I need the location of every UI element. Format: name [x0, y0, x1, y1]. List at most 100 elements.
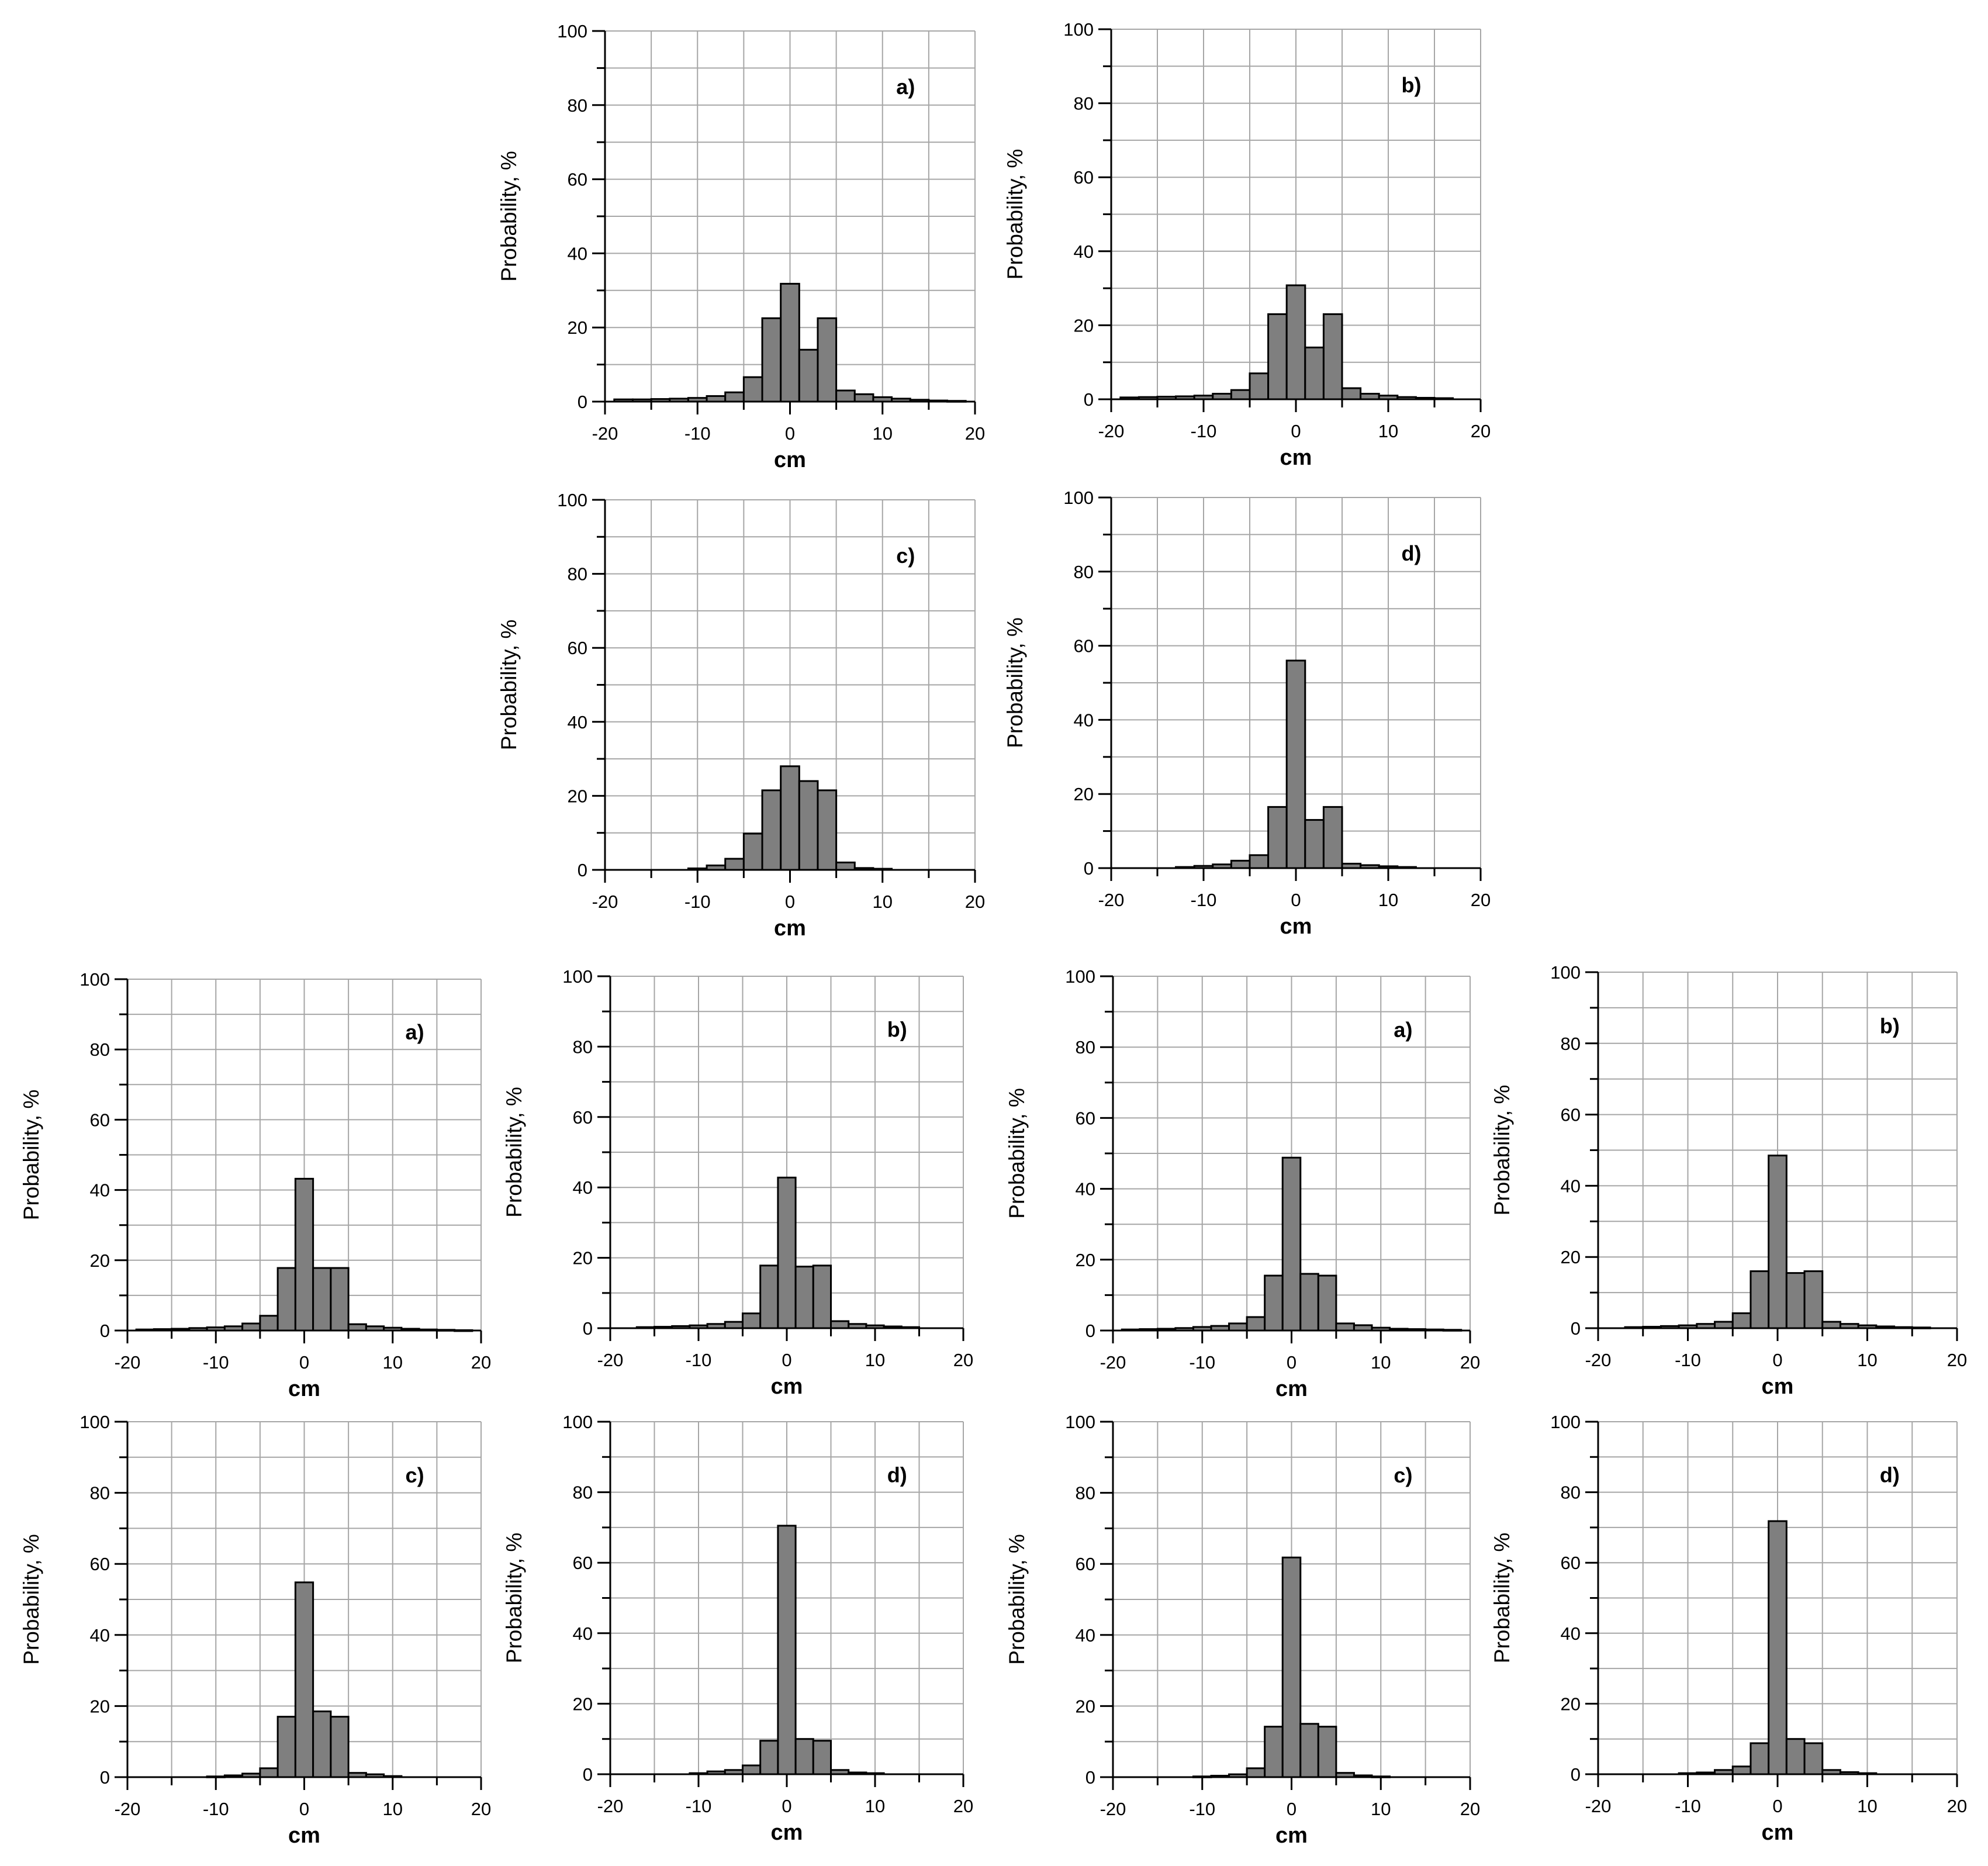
- histogram-bar: [1299, 1723, 1319, 1778]
- y-tick-label: 20: [573, 1248, 593, 1269]
- x-axis-title: cm: [771, 1820, 803, 1845]
- y-tick-label: 100: [1065, 966, 1095, 987]
- x-tick-label: -20: [1100, 1799, 1126, 1819]
- x-tick-label: 10: [383, 1799, 403, 1819]
- y-axis-title: Probability, %: [1003, 617, 1027, 748]
- y-axis-title: Probability, %: [1005, 1534, 1029, 1664]
- histogram-bar: [1317, 1726, 1337, 1778]
- histogram-bar: [835, 861, 856, 871]
- y-tick-label: 80: [568, 95, 587, 116]
- histogram-bar: [1750, 1270, 1770, 1329]
- x-tick-label: 20: [1471, 421, 1491, 441]
- x-tick-label: 10: [865, 1350, 885, 1370]
- histogram-bar: [1267, 806, 1288, 869]
- x-axis-title: cm: [288, 1823, 320, 1848]
- y-tick-label: 100: [79, 969, 110, 990]
- histogram-bar: [1750, 1742, 1770, 1775]
- histogram-panel: 0 20 40 60 80 100 -20 -10 0 10 20 cm Probability, % b…: [1003, 19, 1491, 470]
- histogram-panel: 0 20 40 60 80 100 -20 -10 0 10 20 cm Probability, % d…: [1003, 488, 1491, 939]
- y-tick-label: 20: [1074, 784, 1094, 804]
- histogram-bar: [1821, 1321, 1841, 1329]
- histogram-bar: [794, 1738, 814, 1775]
- histogram-bar: [1335, 1322, 1355, 1332]
- y-tick-label: 40: [1561, 1623, 1581, 1644]
- y-tick-label: 60: [90, 1554, 110, 1574]
- y-tick-label: 100: [557, 21, 587, 42]
- y-tick-label: 0: [1084, 389, 1094, 410]
- histogram-panel: 0 20 40 60 80 100 -20 -10 0 10 20 cm Probability, % c…: [1005, 1412, 1480, 1848]
- histogram-bar: [794, 1266, 814, 1329]
- histogram-bar: [812, 1264, 832, 1329]
- x-tick-label: 0: [299, 1352, 309, 1373]
- histogram-bar: [761, 789, 782, 871]
- y-tick-label: 0: [578, 860, 587, 880]
- histogram-bar: [777, 1176, 797, 1329]
- histogram-bar: [1731, 1312, 1752, 1329]
- y-axis-title: Probability, %: [1005, 1088, 1029, 1218]
- panel-label: c): [896, 544, 915, 568]
- histogram-bar: [1230, 859, 1251, 869]
- y-tick-label: 20: [90, 1696, 110, 1716]
- x-tick-label: -20: [1098, 890, 1125, 910]
- y-tick-label: 80: [1561, 1034, 1581, 1054]
- y-tick-label: 0: [100, 1321, 110, 1341]
- x-tick-label: 20: [471, 1352, 491, 1373]
- histogram-bar: [1249, 372, 1270, 400]
- histogram-panel: 0 20 40 60 80 100 -20 -10 0 10 20 cm Probability, % a…: [497, 21, 985, 472]
- x-axis-title: cm: [774, 916, 806, 941]
- histogram-bar: [1246, 1316, 1266, 1332]
- y-tick-label: 0: [1084, 858, 1094, 879]
- y-tick-label: 60: [1076, 1554, 1095, 1574]
- histogram-bar: [1299, 1273, 1319, 1332]
- y-tick-label: 0: [100, 1767, 110, 1788]
- histogram-panel: 0 20 40 60 80 100 -20 -10 0 10 20 cm Probability, % a…: [19, 969, 491, 1401]
- histogram-bar: [259, 1767, 279, 1778]
- histogram-bar: [1249, 854, 1270, 869]
- histogram-bar: [780, 765, 800, 871]
- y-tick-label: 0: [583, 1318, 593, 1339]
- y-tick-label: 80: [568, 564, 587, 585]
- y-axis-title: Probability, %: [502, 1087, 526, 1217]
- x-tick-label: -10: [1189, 1352, 1215, 1373]
- histogram-bar: [1785, 1272, 1806, 1329]
- y-tick-label: 80: [1561, 1483, 1581, 1503]
- x-tick-label: 0: [785, 423, 795, 444]
- histogram-bar: [1230, 389, 1251, 400]
- histogram-bar: [1304, 819, 1325, 869]
- histogram-bar: [1714, 1321, 1734, 1329]
- x-tick-label: 0: [782, 1350, 791, 1370]
- x-tick-label: 20: [1460, 1799, 1480, 1819]
- x-tick-label: -10: [686, 1796, 712, 1816]
- y-tick-label: 40: [568, 712, 587, 732]
- x-tick-label: 10: [1371, 1352, 1391, 1373]
- x-tick-label: -20: [115, 1799, 141, 1819]
- panel-label: d): [1402, 541, 1422, 565]
- x-tick-label: -10: [203, 1799, 229, 1819]
- x-tick-label: 20: [953, 1350, 973, 1370]
- histogram-bar: [1785, 1738, 1806, 1775]
- histogram-bar: [312, 1710, 332, 1778]
- histogram-bar: [276, 1267, 296, 1332]
- x-tick-label: 0: [785, 891, 795, 912]
- histogram-bar: [1322, 806, 1343, 869]
- y-tick-label: 80: [573, 1483, 593, 1503]
- x-tick-label: 20: [953, 1796, 973, 1816]
- histogram-panel: 0 20 40 60 80 100 -20 -10 0 10 20 cm Probability, % a…: [1005, 966, 1480, 1401]
- histogram-bar: [1768, 1155, 1788, 1329]
- histogram-bar: [1285, 284, 1306, 400]
- histogram-bar: [1304, 346, 1325, 400]
- y-tick-label: 80: [1074, 94, 1094, 114]
- histogram-bar: [830, 1320, 850, 1329]
- histogram-bar: [1264, 1274, 1284, 1332]
- y-tick-label: 0: [1085, 1321, 1095, 1341]
- y-tick-label: 100: [557, 490, 587, 510]
- y-tick-label: 20: [1561, 1247, 1581, 1267]
- histogram-bar: [294, 1581, 314, 1778]
- panel-label: d): [887, 1463, 907, 1487]
- y-tick-label: 100: [1550, 1412, 1581, 1432]
- x-tick-label: -20: [597, 1796, 624, 1816]
- y-tick-label: 40: [1076, 1625, 1095, 1646]
- y-tick-label: 40: [90, 1625, 110, 1646]
- panel-label: a): [1394, 1018, 1412, 1042]
